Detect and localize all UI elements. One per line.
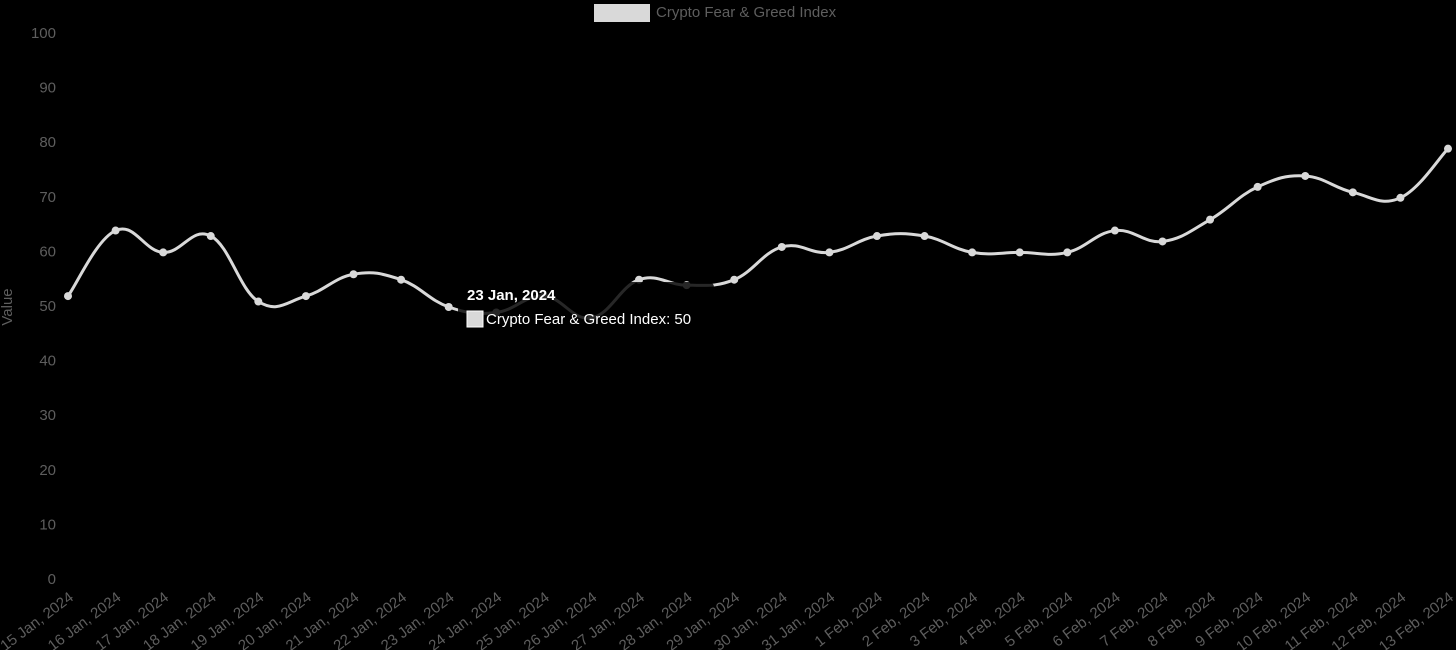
data-point [254,297,263,306]
data-point [777,242,786,251]
data-point [1110,226,1119,235]
y-tick-label: 30 [39,407,56,424]
data-point [1444,144,1452,153]
data-point [1206,215,1215,224]
tooltip-title: 23 Jan, 2024 [467,287,556,304]
data-point [397,275,406,284]
data-point [64,292,72,301]
data-point [1063,248,1072,257]
data-point [1158,237,1167,246]
legend-label: Crypto Fear & Greed Index [656,4,837,21]
y-tick-label: 0 [48,571,56,588]
data-point [1396,193,1405,202]
y-tick-label: 90 [39,80,56,97]
data-point [159,248,168,257]
data-point [968,248,977,257]
y-tick-label: 20 [39,462,56,479]
tooltip-box [458,282,714,334]
data-point [111,226,120,235]
data-point [349,270,358,279]
y-tick-label: 50 [39,298,56,315]
y-tick-label: 80 [39,134,56,151]
data-point [635,275,644,284]
legend-swatch [594,4,650,22]
tooltip-text: Crypto Fear & Greed Index: 50 [486,311,691,328]
data-point [1253,182,1262,191]
y-tick-label: 70 [39,189,56,206]
data-point [920,232,929,241]
tooltip: 23 Jan, 2024 Crypto Fear & Greed Index: 5… [458,282,714,334]
data-point [730,275,739,284]
data-point [444,303,453,311]
data-point [1301,171,1310,180]
data-point [206,232,215,241]
y-axis-label: Value [0,288,16,325]
data-point [872,232,881,241]
data-point [825,248,834,257]
series-line [66,147,1450,320]
data-point [1348,188,1357,197]
y-tick-label: 60 [39,243,56,260]
y-tick-label: 100 [31,25,56,42]
tooltip-swatch [466,310,484,328]
y-tick-label: 10 [39,516,56,533]
data-point [1015,248,1024,257]
data-point [301,292,310,301]
y-tick-label: 40 [39,353,56,370]
